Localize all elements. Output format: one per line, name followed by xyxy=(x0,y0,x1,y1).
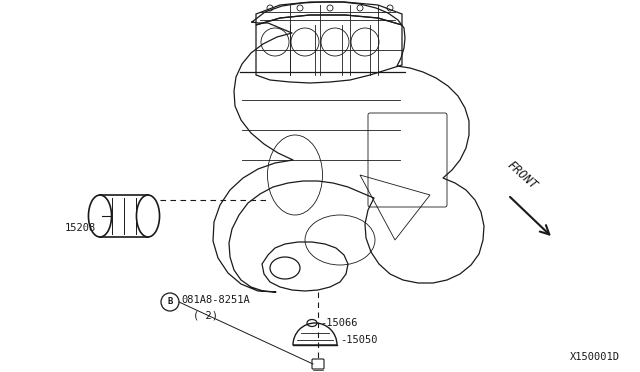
Text: 081A8-8251A: 081A8-8251A xyxy=(181,295,250,305)
Text: -15066: -15066 xyxy=(320,318,358,328)
Text: B: B xyxy=(167,298,173,307)
Text: 15208: 15208 xyxy=(65,223,96,233)
Text: FRONT: FRONT xyxy=(504,158,539,192)
Text: X150001D: X150001D xyxy=(570,352,620,362)
Text: -15050: -15050 xyxy=(340,335,378,345)
Text: ( 2): ( 2) xyxy=(193,311,218,321)
